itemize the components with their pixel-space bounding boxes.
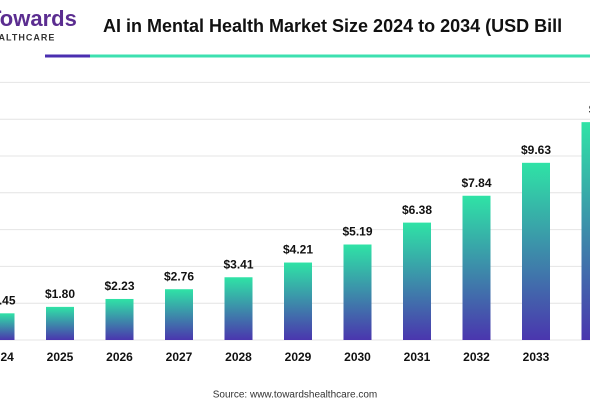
bar <box>105 298 134 340</box>
bar <box>165 289 193 340</box>
value-label: $1.80 <box>45 287 75 301</box>
x-tick-label: 2032 <box>463 350 490 364</box>
value-label: $7.84 <box>461 176 491 190</box>
value-label: $3.41 <box>223 257 253 271</box>
x-tick-label: 2029 <box>285 350 312 364</box>
bar <box>224 277 253 340</box>
bar <box>46 306 74 340</box>
bar <box>403 222 431 340</box>
bar <box>462 195 491 340</box>
value-label: $4.21 <box>283 243 313 257</box>
x-tick-label: 2030 <box>344 350 371 364</box>
value-label: $2.23 <box>104 279 134 293</box>
value-label: $1 <box>589 102 590 116</box>
source: Source: www.towardshealthcare.com <box>213 390 378 401</box>
value-label: $9.63 <box>521 143 551 157</box>
x-tick-label: 2028 <box>225 350 252 364</box>
value-label: $6.38 <box>402 203 432 217</box>
x-tick-label: 2026 <box>106 350 133 364</box>
x-tick-label: 2027 <box>166 350 193 364</box>
value-label: $2.76 <box>164 269 194 283</box>
x-tick-label: 2031 <box>404 350 431 364</box>
bar <box>522 162 550 340</box>
brand-name: Towards <box>0 6 77 31</box>
x-tick-label: 2025 <box>47 350 74 364</box>
bar <box>284 262 312 340</box>
x-tick-label: 2033 <box>523 350 550 364</box>
bar <box>343 244 372 340</box>
value-label: $5.19 <box>342 225 372 239</box>
value-label: $1.45 <box>0 293 16 307</box>
x-tick-label: 2024 <box>0 350 14 364</box>
bar <box>0 313 15 340</box>
brand-tagline: HEALTHCARE <box>0 32 55 42</box>
bar <box>581 122 590 340</box>
chart-title: AI in Mental Health Market Size 2024 to … <box>103 16 562 36</box>
